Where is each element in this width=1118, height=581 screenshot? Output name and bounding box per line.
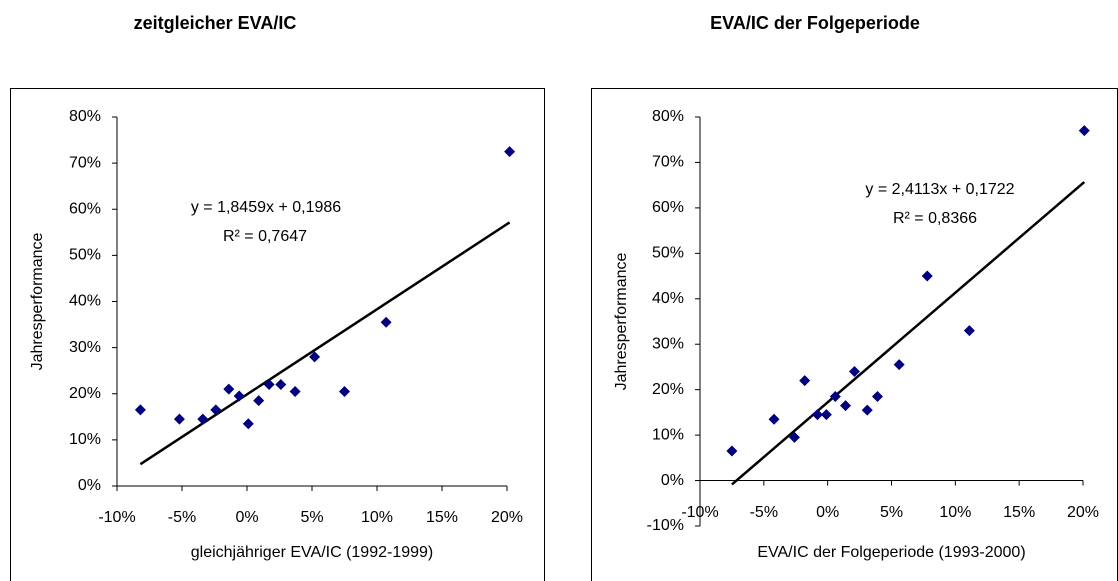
y-tick-label: 10% (69, 431, 101, 448)
x-tick-label: -5% (168, 509, 196, 526)
data-point (829, 390, 841, 402)
y-tick-label: -10% (647, 517, 684, 534)
chart-frame (10, 88, 545, 581)
y-axis-label: Jahresperformance (29, 232, 46, 370)
x-tick-label: 20% (1067, 504, 1099, 521)
y-tick-label: 60% (652, 199, 684, 216)
data-point (275, 379, 287, 391)
y-tick-label: 70% (652, 154, 684, 171)
chart-title: zeitgleicher EVA/IC (134, 13, 297, 33)
trend-equation: y = 1,8459x + 0,1986 (191, 199, 341, 216)
y-tick-label: 80% (652, 108, 684, 125)
x-tick-label: 15% (426, 509, 458, 526)
data-point (380, 316, 392, 328)
data-point (848, 365, 860, 377)
y-tick-label: 0% (78, 477, 101, 494)
data-point (210, 404, 222, 416)
data-point (339, 385, 350, 397)
trendline (731, 181, 1086, 486)
y-axis-label: Jahresperformance (613, 252, 630, 390)
x-tick-label: 10% (939, 504, 971, 521)
y-tick-label: 0% (661, 472, 684, 489)
data-point (811, 409, 823, 421)
x-axis-label: gleichjähriger EVA/IC (1992-1999) (191, 544, 434, 561)
x-axis-label: EVA/IC der Folgeperiode (1993-2000) (757, 544, 1025, 561)
data-point (504, 146, 516, 158)
x-tick-label: 0% (235, 509, 258, 526)
data-point (242, 418, 254, 430)
data-point (726, 445, 738, 457)
x-tick-label: 10% (361, 509, 393, 526)
data-point (263, 379, 275, 391)
data-point (768, 413, 780, 425)
x-tick-label: 15% (1003, 504, 1035, 521)
y-tick-label: 40% (652, 290, 684, 307)
x-tick-label: 5% (880, 504, 903, 521)
r-squared: R² = 0,7647 (223, 228, 307, 245)
y-tick-label: 70% (69, 154, 101, 171)
data-point (893, 359, 905, 371)
y-tick-label: 20% (69, 385, 101, 402)
y-tick-label: 30% (652, 335, 684, 352)
y-tick-label: 10% (652, 426, 684, 443)
x-tick-label: 5% (300, 509, 323, 526)
data-point (921, 270, 933, 282)
y-tick-label: 80% (69, 108, 101, 125)
y-tick-label: 60% (69, 200, 101, 217)
x-tick-label: -5% (750, 504, 778, 521)
data-point (173, 413, 185, 425)
data-point (134, 404, 146, 416)
chart-title: EVA/IC der Folgeperiode (710, 13, 920, 33)
y-tick-label: 30% (69, 339, 101, 356)
data-point (309, 351, 321, 363)
y-tick-label: 50% (69, 247, 101, 264)
data-point (253, 395, 265, 407)
data-point (963, 325, 975, 337)
trendline (139, 221, 511, 466)
data-point (820, 409, 832, 421)
data-point (799, 375, 811, 387)
y-tick-label: 40% (69, 293, 101, 310)
y-tick-label: 20% (652, 381, 684, 398)
data-point (233, 390, 245, 402)
data-point (871, 390, 883, 402)
x-tick-label: -10% (98, 509, 135, 526)
trend-equation: y = 2,4113x + 0,1722 (865, 181, 1014, 198)
data-point (788, 431, 800, 443)
data-point (1078, 125, 1090, 137)
data-point (197, 413, 209, 425)
data-point (861, 404, 873, 416)
data-point (840, 400, 852, 412)
data-point (289, 385, 301, 397)
r-squared: R² = 0,8366 (893, 210, 977, 227)
x-tick-label: 0% (816, 504, 839, 521)
x-tick-label: 20% (491, 509, 523, 526)
y-tick-label: 50% (652, 245, 684, 262)
data-point (223, 383, 235, 395)
